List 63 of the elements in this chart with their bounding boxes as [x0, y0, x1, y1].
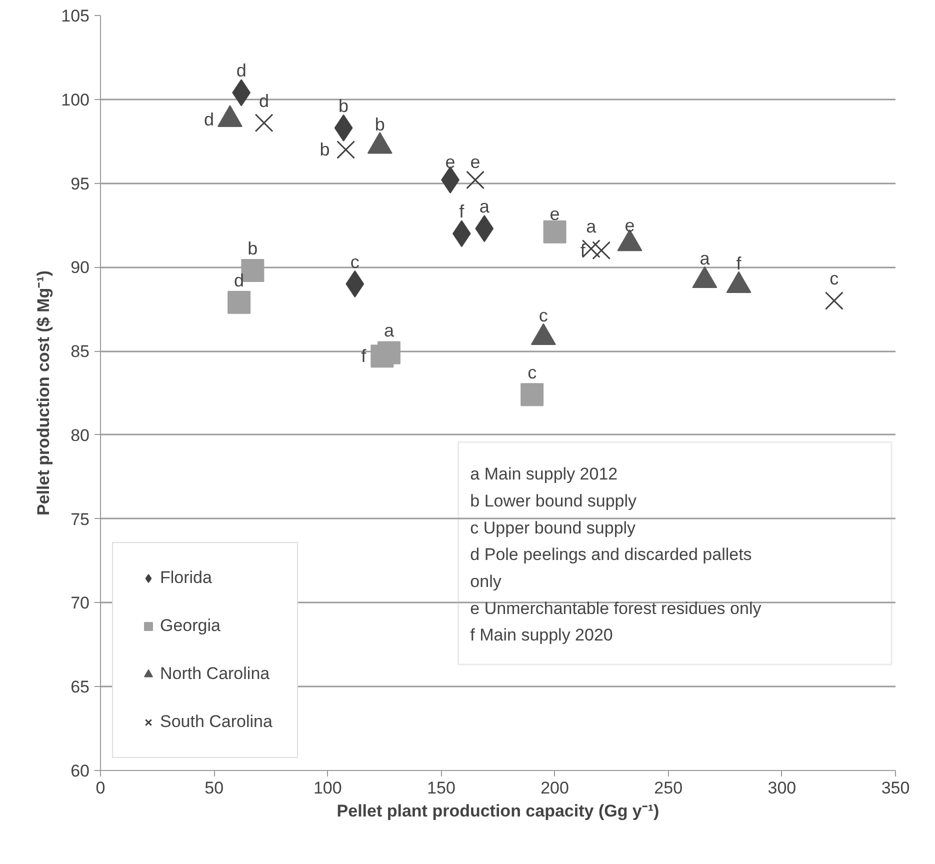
legend-label: Georgia	[160, 616, 220, 636]
x-tick-label: 50	[204, 778, 224, 798]
y-tick-label: 100	[61, 90, 90, 110]
data-label: f	[459, 202, 466, 222]
point	[254, 114, 274, 132]
data-label: b	[320, 140, 330, 160]
x-tick-label: 150	[427, 778, 456, 798]
data-label: c	[830, 268, 839, 289]
y-tick-label: 70	[70, 594, 90, 613]
x-tick-label: 350	[881, 778, 910, 798]
annotation: a Main supply 2012	[470, 464, 618, 484]
y-axis-title: Pellet production cost ($ Mg⁻¹)	[34, 270, 54, 516]
data-label: c	[538, 306, 548, 326]
y-tick-label: 80	[70, 426, 90, 445]
data-label: d	[236, 60, 246, 81]
x-axis-title: Pellet plant production capacity (Gg y⁻¹)	[336, 802, 660, 820]
point	[336, 140, 356, 159]
point	[241, 259, 264, 282]
y-tick-label: 85	[70, 342, 90, 362]
data-label: f	[736, 254, 742, 274]
y-tick-label: 60	[70, 762, 90, 780]
x-tick-label: 200	[540, 778, 569, 798]
annotation: e Unmerchantable forest residues only	[470, 598, 762, 618]
data-label: f	[361, 346, 368, 366]
annotation: f Main supply 2020	[470, 626, 613, 645]
x-tick-label: 300	[768, 778, 796, 798]
annotation: b Lower bound supply	[470, 492, 638, 511]
annotation: c Upper bound supply	[470, 518, 636, 538]
point	[520, 383, 544, 406]
data-label: d	[204, 110, 214, 130]
data-label: b	[338, 96, 349, 116]
x-tick-label: 100	[313, 778, 342, 798]
point	[543, 220, 566, 244]
data-label: a	[700, 248, 711, 269]
data-label: c	[528, 362, 537, 383]
data-label: d	[259, 90, 270, 111]
point	[824, 291, 844, 310]
point	[228, 290, 251, 314]
data-label: d	[234, 270, 244, 290]
data-label: b	[248, 238, 258, 259]
data-label: f	[580, 240, 586, 260]
y-tick-label: 65	[70, 678, 90, 697]
data-label: e	[470, 152, 480, 172]
point	[370, 344, 394, 368]
data-label: e	[445, 152, 456, 172]
legend-label: South Carolina	[160, 712, 272, 732]
y-tick-label: 75	[70, 510, 90, 529]
x-tick-label: 0	[96, 778, 106, 798]
data-label: a	[479, 196, 490, 217]
y-tick-label: 90	[70, 258, 90, 278]
legend-label: Florida	[160, 568, 212, 588]
y-tick-label: 95	[70, 174, 90, 194]
point	[466, 170, 485, 190]
data-label: a	[586, 216, 598, 237]
data-label: c	[350, 252, 360, 272]
y-tick-label: 105	[61, 6, 90, 26]
legend-label: North Carolina	[160, 664, 270, 684]
data-label: a	[384, 320, 395, 341]
data-label: e	[550, 204, 560, 224]
data-label: b	[374, 114, 385, 134]
x-tick-label: 250	[654, 778, 683, 798]
data-label: e	[624, 216, 635, 236]
point	[592, 241, 611, 260]
